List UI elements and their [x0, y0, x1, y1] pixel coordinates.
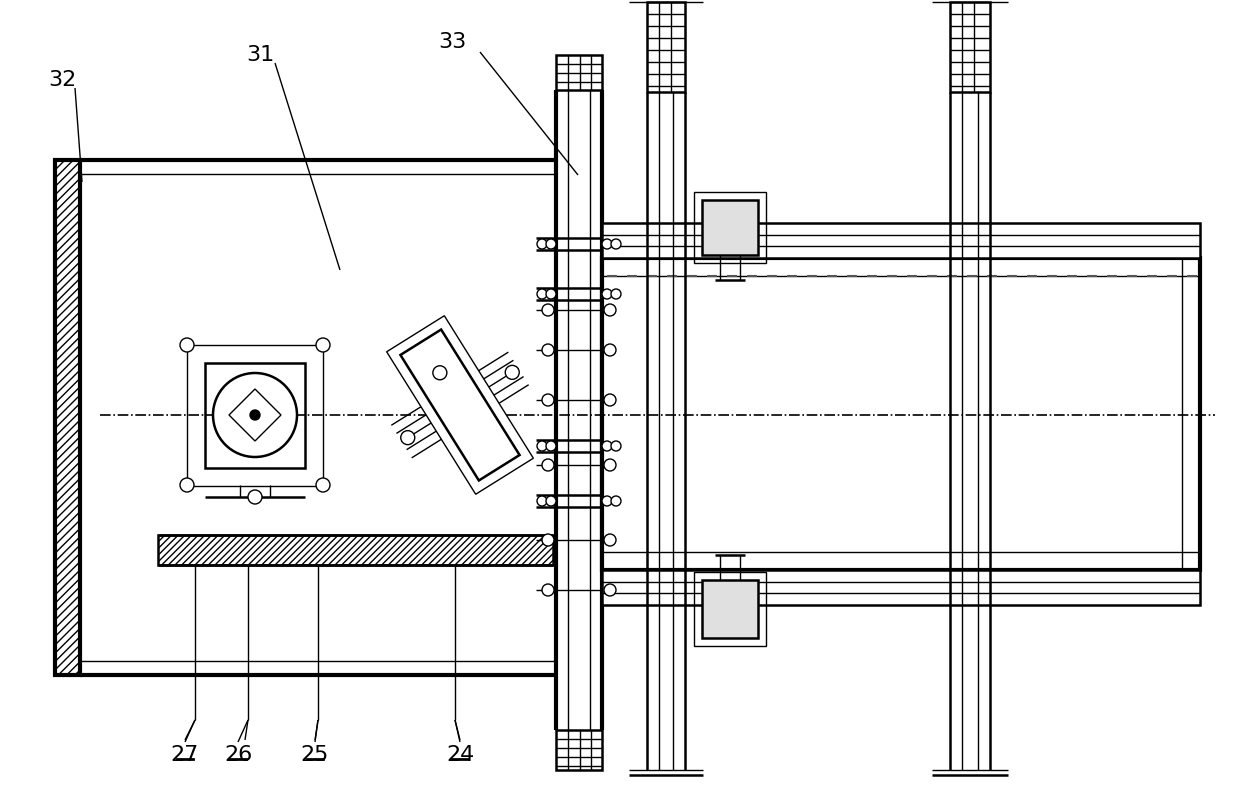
Bar: [556, 55, 602, 90]
Circle shape: [602, 496, 612, 506]
Text: 31: 31: [245, 45, 274, 65]
Circle shape: [541, 394, 554, 406]
Circle shape: [603, 534, 616, 546]
Circle shape: [611, 441, 621, 451]
Bar: [703, 200, 758, 255]
Bar: [950, 2, 990, 92]
Text: 32: 32: [48, 70, 76, 90]
Circle shape: [316, 478, 330, 492]
Polygon shape: [387, 316, 533, 494]
Circle shape: [213, 373, 297, 457]
Bar: [694, 192, 766, 263]
Bar: [602, 258, 1201, 570]
Text: 25: 25: [301, 745, 330, 765]
Bar: [602, 223, 1201, 258]
Bar: [556, 730, 602, 770]
Circle shape: [506, 365, 519, 380]
Circle shape: [536, 496, 546, 506]
Circle shape: [400, 431, 415, 444]
Circle shape: [536, 441, 546, 451]
Circle shape: [536, 239, 546, 249]
Text: 33: 33: [437, 32, 466, 52]
Bar: [187, 345, 323, 486]
Circle shape: [541, 584, 554, 596]
Circle shape: [536, 289, 546, 299]
Circle shape: [611, 289, 621, 299]
Bar: [55, 160, 81, 675]
Circle shape: [546, 239, 556, 249]
Circle shape: [541, 344, 554, 356]
Circle shape: [541, 459, 554, 471]
Text: 26: 26: [224, 745, 252, 765]
Circle shape: [316, 338, 330, 352]
Circle shape: [603, 304, 616, 316]
Circle shape: [546, 289, 556, 299]
Circle shape: [250, 410, 260, 420]
Circle shape: [180, 338, 195, 352]
Circle shape: [603, 459, 616, 471]
Polygon shape: [400, 330, 519, 481]
Circle shape: [602, 239, 612, 249]
Circle shape: [611, 239, 621, 249]
Circle shape: [602, 289, 612, 299]
Bar: [694, 572, 766, 646]
Circle shape: [546, 441, 556, 451]
Circle shape: [602, 441, 612, 451]
Circle shape: [541, 304, 554, 316]
Circle shape: [432, 366, 447, 380]
Polygon shape: [229, 389, 281, 441]
Circle shape: [180, 478, 195, 492]
Circle shape: [603, 394, 616, 406]
Circle shape: [611, 496, 621, 506]
Circle shape: [546, 496, 556, 506]
Bar: [159, 535, 553, 565]
Text: 27: 27: [171, 745, 199, 765]
Bar: [703, 580, 758, 638]
Circle shape: [541, 534, 554, 546]
Bar: [204, 363, 305, 468]
Bar: [602, 570, 1201, 605]
Circle shape: [603, 584, 616, 596]
Circle shape: [603, 344, 616, 356]
Circle shape: [248, 490, 261, 504]
Text: 24: 24: [446, 745, 475, 765]
Bar: [647, 2, 685, 92]
